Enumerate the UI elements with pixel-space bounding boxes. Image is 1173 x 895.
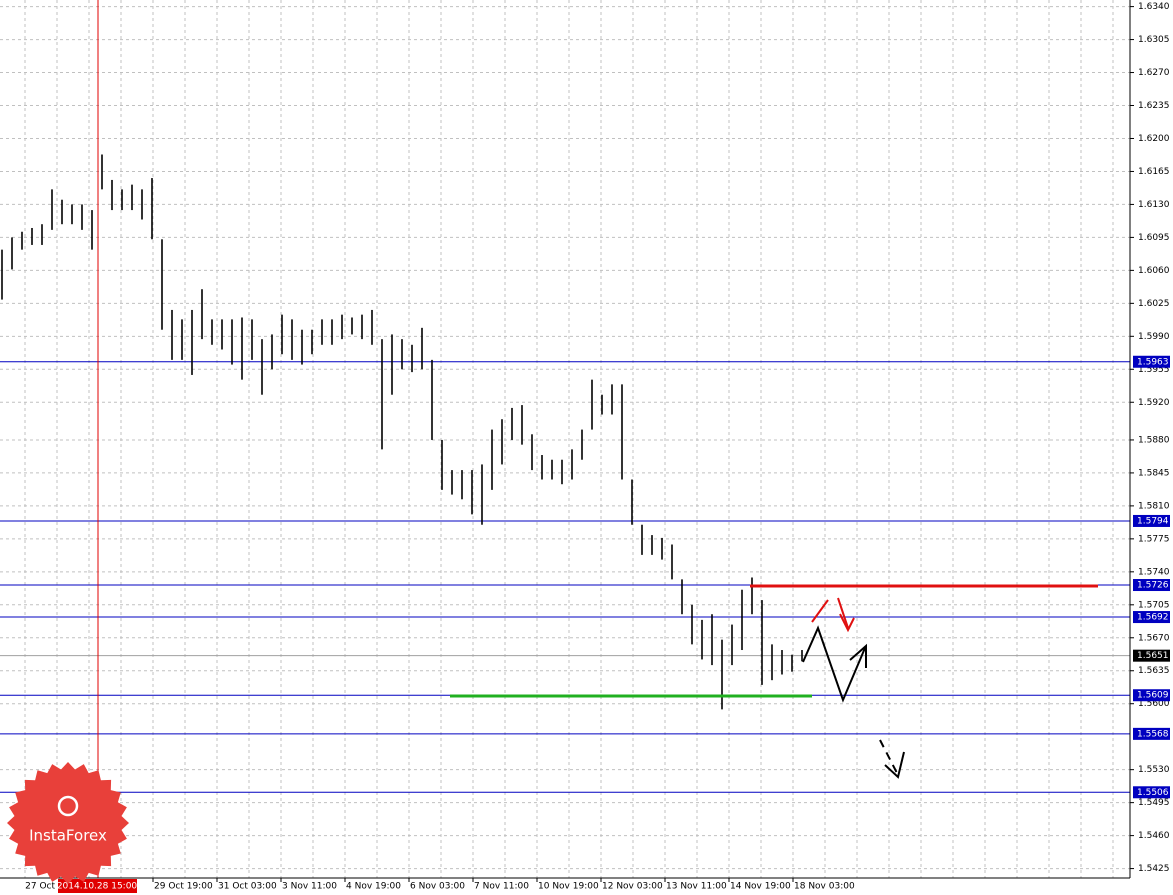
level-label: 1.5692: [1137, 613, 1169, 623]
x-tick-label: 7 Nov 11:00: [474, 882, 529, 892]
y-tick-label: 1.6165: [1138, 167, 1170, 177]
x-tick-label: 3 Nov 11:00: [282, 882, 337, 892]
red-arrow-head: [839, 613, 855, 633]
level-label-box: [1133, 689, 1170, 702]
y-tick-label: 1.5495: [1138, 798, 1170, 808]
y-tick-label: 1.6340: [1138, 2, 1170, 12]
level-label: 1.5726: [1137, 581, 1169, 591]
level-label-box: [1133, 611, 1170, 624]
level-label: 1.5568: [1137, 729, 1169, 739]
level-label-box: [1133, 514, 1170, 527]
y-tick-label: 1.6200: [1138, 134, 1170, 144]
black-arrow-path: [802, 625, 866, 703]
x-tick-label: 27 Oct: [25, 882, 55, 892]
level-label-box: [1133, 786, 1170, 799]
x-tick-label: 31 Oct 03:00: [218, 882, 277, 892]
x-tick-label: 13 Nov 11:00: [666, 882, 727, 892]
grid: [0, 0, 1130, 878]
crosshair-label-box: [58, 879, 137, 893]
y-tick-label: 1.5810: [1138, 501, 1170, 511]
y-tick-label: 1.5880: [1138, 435, 1170, 445]
logo-text: InstaForex: [29, 827, 107, 845]
level-label-box: [1133, 579, 1170, 592]
y-axis-labels: 1.6340 1.6305 1.6270 1.6235 1.6200 1.6165 1.61…: [1130, 2, 1170, 874]
y-tick-label: 1.5740: [1138, 567, 1170, 577]
dashed-arrow: [879, 739, 899, 776]
level-label: 1.5963: [1137, 357, 1169, 367]
x-tick-label: 4 Nov 19:00: [346, 882, 401, 892]
dashed-arrow-head: [884, 751, 905, 779]
y-tick-label: 1.6025: [1138, 299, 1170, 309]
forecast-arrows: [802, 597, 905, 779]
red-arrow-down: [837, 597, 849, 629]
y-tick-label: 1.5775: [1138, 534, 1170, 544]
logo: InstaForex: [7, 762, 129, 884]
crosshair-label: 2014.10.28 15:00: [57, 882, 138, 892]
current-price-label: 1.5651: [1137, 651, 1169, 661]
y-tick-label: 1.5990: [1138, 332, 1170, 342]
level-label-box: [1133, 355, 1170, 368]
y-tick-label: 1.5425: [1138, 864, 1170, 874]
price-bars: [1, 154, 803, 710]
level-label: 1.5609: [1137, 691, 1169, 701]
y-tick-label: 1.5705: [1138, 600, 1170, 610]
y-tick-label: 1.6060: [1138, 266, 1170, 276]
y-tick-label: 1.5670: [1138, 633, 1170, 643]
y-tick-label: 1.5530: [1138, 765, 1170, 775]
y-tick-label: 1.6235: [1138, 101, 1170, 111]
level-label-box: [1133, 727, 1170, 740]
black-arrow-head: [849, 643, 867, 668]
y-tick-label: 1.5635: [1138, 666, 1170, 676]
y-tick-label: 1.6305: [1138, 35, 1170, 45]
y-tick-label: 1.5460: [1138, 831, 1170, 841]
logo-badge: [7, 762, 129, 884]
current-price-box: [1133, 649, 1170, 662]
logo-icon: [57, 795, 79, 817]
x-tick-label: 10 Nov 19:00: [538, 882, 599, 892]
x-tick-label: 18 Nov 03:00: [794, 882, 855, 892]
x-tick-label: 29 Oct 19:00: [154, 882, 213, 892]
y-tick-label: 1.5920: [1138, 398, 1170, 408]
y-tick-label: 1.6130: [1138, 200, 1170, 210]
y-tick-label: 1.5845: [1138, 468, 1170, 478]
x-tick-label: 14 Nov 19:00: [730, 882, 791, 892]
x-tick-label: 12 Nov 03:00: [602, 882, 663, 892]
y-tick-label: 1.6270: [1138, 68, 1170, 78]
y-tick-label: 1.5600: [1138, 699, 1170, 709]
x-axis-labels: 27 Oct 2014.10.28 15:00 29 Oct 19:00 31 O…: [25, 878, 855, 893]
red-arrow-up: [811, 599, 829, 623]
x-tick-label: 6 Nov 03:00: [410, 882, 465, 892]
level-label: 1.5794: [1137, 516, 1169, 526]
y-tick-label: 1.5955: [1138, 365, 1170, 375]
y-tick-label: 1.6095: [1138, 233, 1170, 243]
level-label: 1.5506: [1137, 788, 1169, 798]
